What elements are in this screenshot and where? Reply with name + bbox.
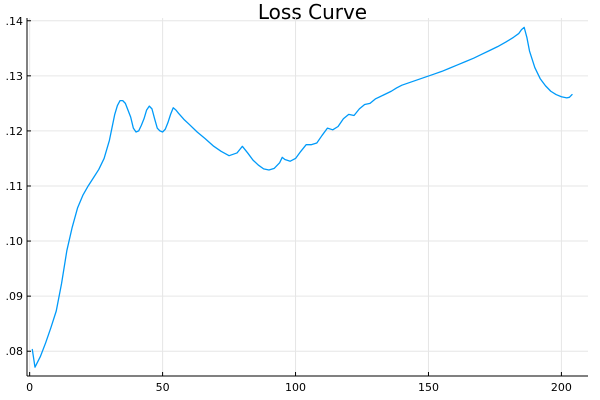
- y-tick-label: .10: [6, 235, 24, 248]
- series-layer: [31, 26, 573, 368]
- y-tick-label: .12: [6, 125, 24, 138]
- x-tick-label: 200: [551, 381, 572, 394]
- y-tick-label: .08: [6, 345, 24, 358]
- x-tick-label: 100: [285, 381, 306, 394]
- grid-lines: [27, 18, 588, 376]
- x-tick-label: 150: [418, 381, 439, 394]
- y-tick-label: .11: [6, 180, 24, 193]
- y-tick-label: .09: [6, 290, 24, 303]
- tick-labels: 0 50 100 150 200 .08 .09 .10 .11 .12 .13 .14: [6, 15, 572, 394]
- x-tick-label: 50: [156, 381, 170, 394]
- y-tick-label: .13: [6, 70, 24, 83]
- axes: [26, 18, 588, 377]
- loss-series-line: [31, 26, 573, 368]
- chart-title: Loss Curve: [258, 0, 367, 24]
- y-tick-label: .14: [6, 15, 24, 28]
- x-tick-label: 0: [26, 381, 33, 394]
